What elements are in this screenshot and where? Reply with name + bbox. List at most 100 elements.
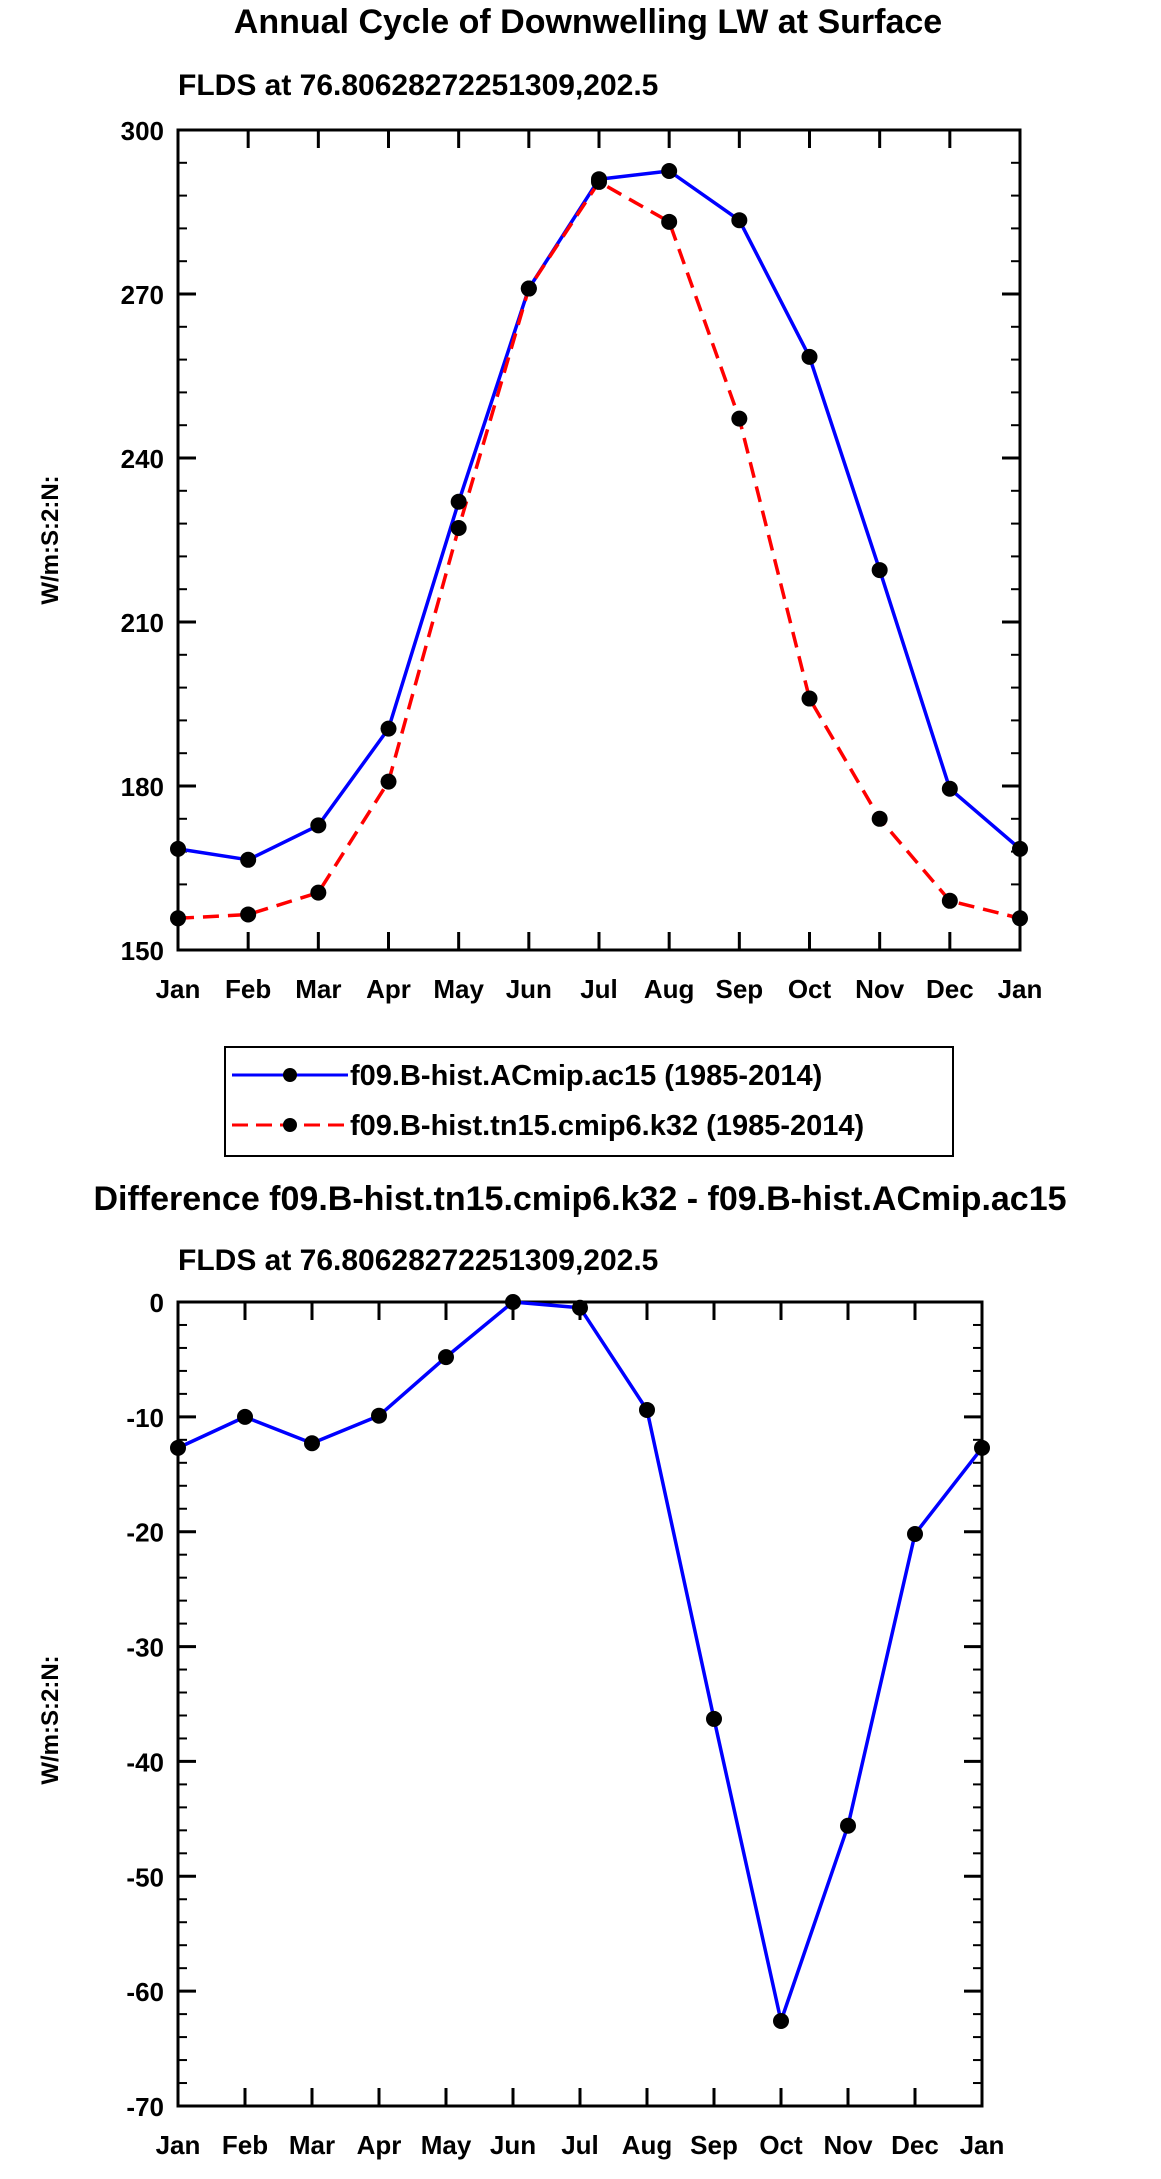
x-tick-label: Feb (225, 974, 271, 1004)
x-tick-label: May (433, 974, 484, 1004)
x-tick-label: Jan (960, 2130, 1005, 2160)
data-point (438, 1349, 454, 1366)
legend-box (224, 1046, 954, 1157)
data-point (520, 280, 537, 297)
legend: f09.B-hist.ACmip.ac15 (1985-2014) f09.B-… (224, 1046, 954, 1157)
data-point (591, 173, 607, 190)
x-tick-label: Nov (855, 974, 905, 1004)
data-point (974, 1439, 990, 1456)
chart-subtitle: FLDS at 76.80628272251309,202.5 (178, 1244, 658, 1277)
y-tick-label: -30 (126, 1633, 164, 1663)
y-axis-label: W/m:S:2:N: (37, 475, 64, 604)
y-tick-label: 270 (121, 280, 164, 310)
data-point (310, 884, 327, 901)
plot-area: 150 180 210 240 270 300 Jan Feb Mar Apr May Jun Jul A… (121, 116, 1043, 1004)
y-tick-label: 150 (121, 936, 164, 966)
data-point (380, 720, 397, 737)
legend-item-ac15: f09.B-hist.ACmip.ac15 (1985-2014) (232, 1060, 822, 1092)
y-tick-label: -40 (126, 1747, 164, 1777)
series-line (177, 1300, 984, 2023)
x-tick-label: Aug (622, 2130, 673, 2160)
data-point (505, 1294, 521, 1310)
x-tick-label: Jan (156, 2130, 201, 2160)
x-tick-label: Jan (998, 974, 1043, 1004)
legend-label: f09.B-hist.ACmip.ac15 (1985-2014) (350, 1060, 822, 1092)
y-tick-label: -10 (126, 1403, 164, 1433)
legend-label: f09.B-hist.tn15.cmip6.k32 (1985-2014) (350, 1110, 864, 1142)
x-tick-label: Feb (222, 2130, 268, 2160)
legend-marker (283, 1118, 297, 1132)
data-point (1012, 910, 1028, 927)
y-tick-label: -50 (126, 1862, 164, 1892)
data-point (731, 212, 748, 229)
x-tick-label: Apr (357, 2130, 402, 2160)
x-tick-label: Mar (295, 974, 341, 1004)
y-tick-label: -20 (126, 1518, 164, 1548)
x-tick-label: Jul (561, 2130, 599, 2160)
x-tick-label: Jul (580, 974, 618, 1004)
data-point (304, 1435, 320, 1452)
data-point (170, 840, 186, 857)
legend-item-k32: f09.B-hist.tn15.cmip6.k32 (1985-2014) (232, 1110, 864, 1142)
x-tick-label: Oct (759, 2130, 803, 2160)
x-tick-label: Apr (366, 974, 411, 1004)
data-point (871, 562, 888, 579)
data-point (907, 1526, 923, 1543)
data-point (237, 1408, 253, 1425)
data-point (170, 1439, 186, 1456)
y-tick-label: 240 (121, 444, 164, 474)
data-point (639, 1401, 655, 1418)
data-point (240, 851, 257, 868)
series-line (177, 169, 1022, 862)
difference-chart: Difference f09.B-hist.tn15.cmip6.k32 - f… (37, 1180, 1067, 2160)
x-tick-label: Nov (823, 2130, 873, 2160)
data-point (1012, 840, 1028, 857)
data-point (871, 810, 888, 827)
data-point (310, 817, 327, 834)
data-point (773, 2013, 789, 2030)
x-tick-label: Aug (644, 974, 695, 1004)
data-point (170, 910, 186, 927)
y-tick-label: 210 (121, 608, 164, 638)
data-point (731, 410, 748, 427)
chart-title: Difference f09.B-hist.tn15.cmip6.k32 - f… (93, 1180, 1066, 1218)
chart-subtitle: FLDS at 76.80628272251309,202.5 (178, 69, 658, 102)
data-point (801, 348, 818, 365)
data-point (941, 780, 958, 797)
y-tick-label: 300 (121, 116, 164, 146)
data-point (450, 519, 467, 536)
x-tick-label: Jun (506, 974, 552, 1004)
plot-frame (176, 128, 1022, 952)
chart-title: Annual Cycle of Downwelling LW at Surfac… (234, 3, 942, 41)
x-tick-label: Dec (926, 974, 974, 1004)
y-axis-label: W/m:S:2:N: (37, 1655, 64, 1784)
x-tick-label: Jun (490, 2130, 536, 2160)
plot-area: -70 -60 -50 -40 -30 -20 -10 0 Jan Feb Mar Apr May Jun… (126, 1288, 1004, 2160)
x-tick-label: Sep (690, 2130, 738, 2160)
series-line (177, 180, 1021, 921)
data-point (706, 1710, 722, 1727)
data-point (240, 906, 257, 923)
data-point (941, 892, 958, 909)
x-tick-label: Oct (788, 974, 832, 1004)
data-point (371, 1407, 387, 1424)
data-point (661, 213, 678, 230)
x-tick-label: Mar (289, 2130, 335, 2160)
x-tick-label: Sep (715, 974, 763, 1004)
x-tick-label: May (421, 2130, 472, 2160)
data-point (840, 1817, 856, 1834)
data-point (801, 690, 818, 707)
data-point (661, 163, 678, 179)
y-tick-label: 180 (121, 772, 164, 802)
data-point (380, 773, 397, 790)
legend-marker (283, 1068, 297, 1082)
data-point (572, 1299, 588, 1316)
plot-frame (176, 1300, 984, 2108)
x-tick-label: Dec (891, 2130, 939, 2160)
annual-cycle-chart: Annual Cycle of Downwelling LW at Surfac… (37, 3, 1042, 1004)
y-tick-label: 0 (150, 1288, 164, 1318)
y-tick-label: -70 (126, 2092, 164, 2122)
y-tick-label: -60 (126, 1977, 164, 2007)
data-point (450, 493, 467, 510)
